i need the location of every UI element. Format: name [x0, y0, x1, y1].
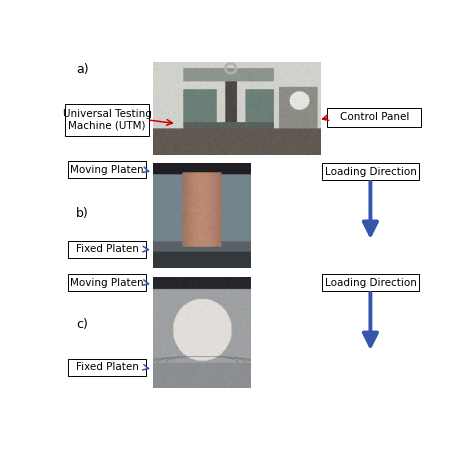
Text: Loading Direction: Loading Direction	[325, 167, 417, 177]
Text: Fixed Platen: Fixed Platen	[75, 244, 138, 254]
FancyBboxPatch shape	[322, 274, 419, 291]
FancyBboxPatch shape	[322, 163, 419, 180]
FancyBboxPatch shape	[328, 108, 421, 127]
FancyBboxPatch shape	[65, 104, 149, 136]
Text: c): c)	[76, 318, 88, 331]
FancyBboxPatch shape	[68, 359, 146, 376]
Text: Universal Testing
Machine (UTM): Universal Testing Machine (UTM)	[63, 109, 152, 131]
FancyBboxPatch shape	[68, 274, 146, 291]
Text: Fixed Platen: Fixed Platen	[75, 362, 138, 372]
FancyBboxPatch shape	[68, 162, 146, 178]
Text: Moving Platen: Moving Platen	[70, 165, 144, 175]
FancyBboxPatch shape	[68, 241, 146, 258]
Text: Moving Platen: Moving Platen	[70, 278, 144, 288]
Text: Loading Direction: Loading Direction	[325, 278, 417, 288]
Text: Control Panel: Control Panel	[339, 112, 409, 122]
Text: a): a)	[76, 63, 89, 76]
Text: b): b)	[76, 207, 89, 219]
